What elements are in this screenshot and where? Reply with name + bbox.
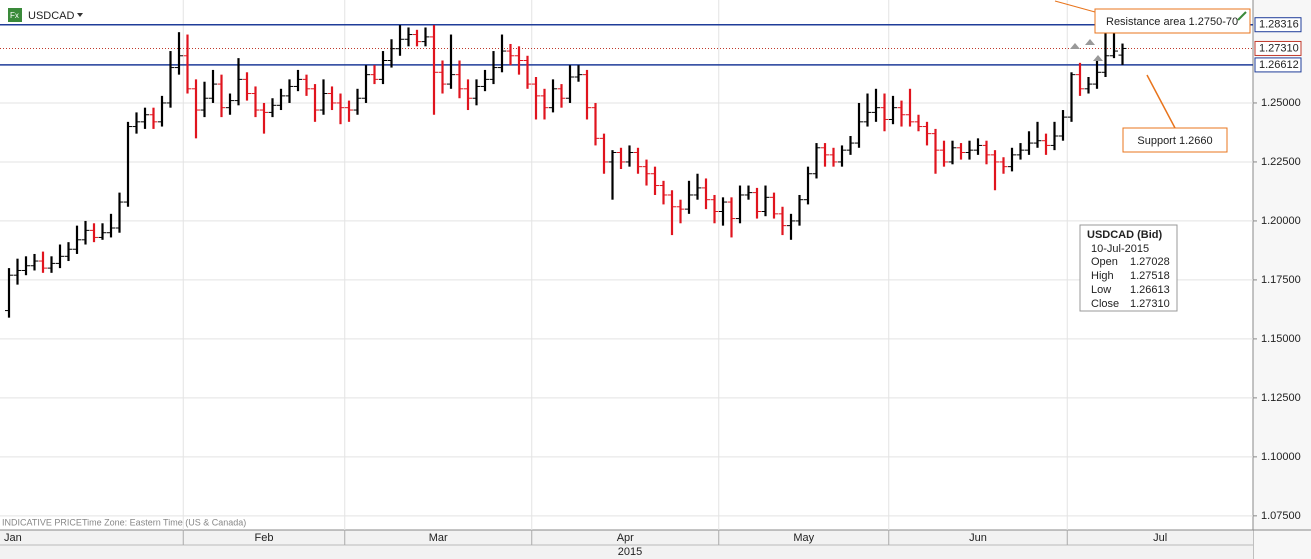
marker-icons <box>1070 39 1103 61</box>
y-axis-panel <box>1253 0 1311 559</box>
level-label-box <box>1254 17 1302 33</box>
symbol[interactable]: USDCAD <box>28 10 75 22</box>
annotation-arrow <box>1146 74 1176 129</box>
x-tick-label: Feb <box>255 532 274 544</box>
y-tick-label: 1.25000 <box>1261 97 1301 109</box>
fx-icon-text: Fx <box>10 11 19 20</box>
y-tick-label: 1.07500 <box>1261 510 1301 522</box>
y-tick-label: 1.15000 <box>1261 333 1301 345</box>
time-zone: Time Zone: Eastern Time (US & Canada) <box>82 517 246 527</box>
info-label: Open <box>1091 256 1118 268</box>
annotation-arrow <box>1054 0 1096 13</box>
footer-note: INDICATIVE PRICE <box>2 517 82 527</box>
dropdown-arrow[interactable] <box>77 13 83 17</box>
info-title: USDCAD (Bid) <box>1087 229 1162 241</box>
annotation-icon <box>1237 11 1247 21</box>
info-label: Close <box>1091 298 1119 310</box>
level-label-box <box>1254 40 1302 56</box>
bars <box>5 25 1127 318</box>
grid <box>0 0 1253 530</box>
fx-icon[interactable] <box>8 8 22 22</box>
x-tick-label: Mar <box>429 532 448 544</box>
y-tick-label: 1.10000 <box>1261 451 1301 463</box>
annotation-box <box>1094 8 1251 34</box>
y-tick-label: 1.12500 <box>1261 392 1301 404</box>
y-tick-label: 1.17500 <box>1261 274 1301 286</box>
info-value: 1.27518 <box>1130 270 1170 282</box>
info-rows: Open 1.27028 High 1.27518 Low 1.26613 Close 1.2… <box>1091 256 1170 310</box>
level-label: 1.26612 <box>1259 59 1299 71</box>
level-label: 1.27310 <box>1259 42 1299 54</box>
info-value: 1.26613 <box>1130 284 1170 296</box>
level-label-box <box>1254 57 1302 73</box>
x-tick-label: May <box>793 532 814 544</box>
y-tick-label: 1.20000 <box>1261 215 1301 227</box>
info-value: 1.27028 <box>1130 256 1170 268</box>
x-tick-label: Apr <box>617 532 634 544</box>
info-date: 10-Jul-2015 <box>1091 243 1149 255</box>
annotation: Support 1.2660 <box>1137 135 1212 147</box>
y-tick-label: 1.22500 <box>1261 156 1301 168</box>
info-value: 1.27310 <box>1130 298 1170 310</box>
annotation-box <box>1122 127 1228 153</box>
x-tick-label: Jun <box>969 532 987 544</box>
info-label: Low <box>1091 284 1111 296</box>
x-tick-label: Jul <box>1153 532 1167 544</box>
annotation: Resistance area 1.2750-70 <box>1106 16 1238 28</box>
info-box <box>1079 224 1178 312</box>
info-label: High <box>1091 270 1114 282</box>
level-label: 1.28316 <box>1259 19 1299 31</box>
year-label: 2015 <box>618 546 642 558</box>
x-tick-label: Jan <box>4 532 22 544</box>
